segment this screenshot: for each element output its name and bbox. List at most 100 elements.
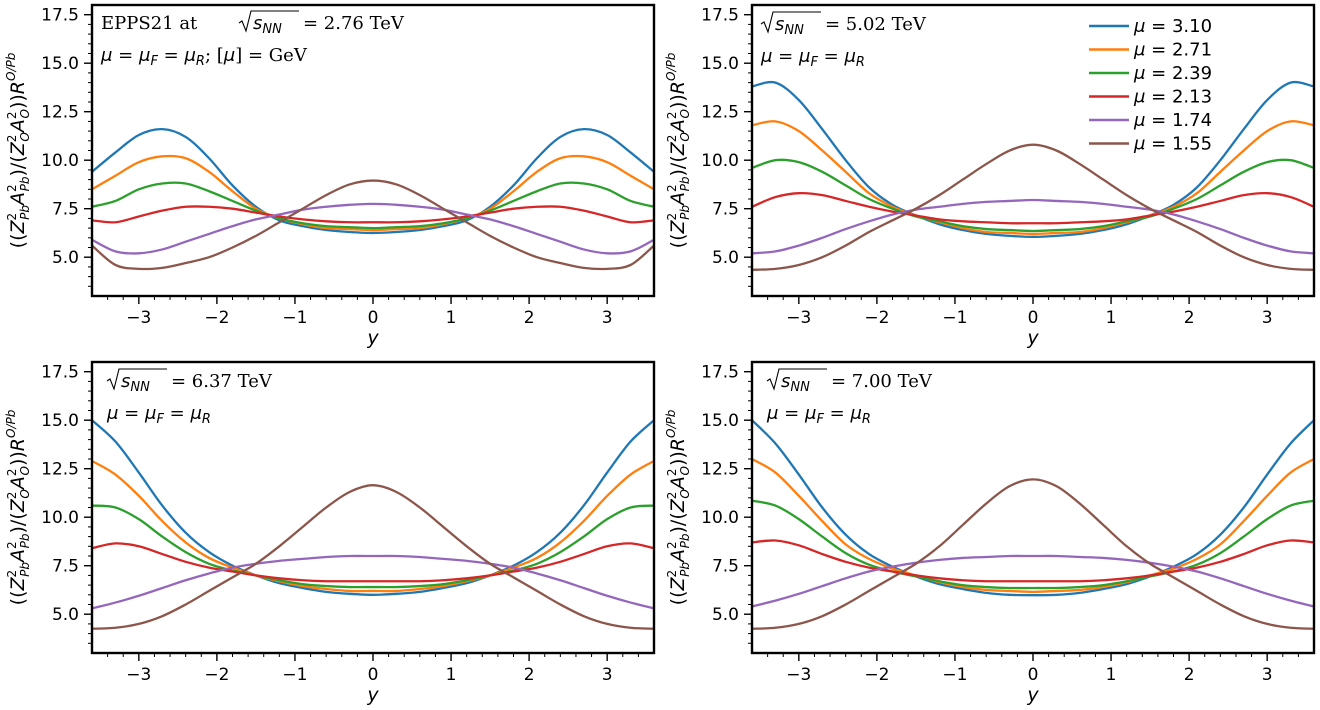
series-line-mu-155 [92,179,654,271]
series-line-mu-155 [752,143,1314,271]
y-axis-label: ((Z2PbA2Pb)/(Z2OA2O))RO/Pb [4,409,32,605]
legend-item: μ = 1.74 [1089,110,1212,131]
sqrt-snn: sNN [106,368,167,395]
y-tick-label: 17.5 [701,363,739,383]
legend-label: μ = 1.55 [1133,134,1212,155]
x-tick-label: −2 [204,308,229,328]
y-axis-label: ((Z2PbA2Pb)/(Z2OA2O))RO/Pb [664,52,692,248]
y-tick-label: 15.0 [701,54,739,74]
series-line-mu-174 [752,554,1314,608]
x-tick-label: 1 [446,308,457,328]
annotation: sNN = 5.02 TeV μ = μF = μR [760,11,927,70]
panel-top-left: −3 −2 −1 0 1 2 3 5.0 7.5 10.0 12.5 15.0 17.5 y ((Z2PbA… [4,3,656,349]
x-axis-label: y [1026,684,1039,706]
series-line-mu-213 [752,539,1314,583]
annotation-energy: = 6.37 TeV [171,371,273,392]
series-line-mu-310 [92,419,654,596]
y-tick-label: 5.0 [52,248,79,268]
x-tick-label: −2 [864,665,889,685]
y-tick-label: 10.0 [701,508,739,528]
legend-label: μ = 2.13 [1133,87,1212,108]
svg-text:sNN: sNN [781,371,810,395]
x-tick-label: 2 [1184,308,1195,328]
annotation: sNN = 6.37 TeV μ = μF = μR [106,368,273,427]
x-tick-label: 1 [446,665,457,685]
y-tick-label: 12.5 [701,460,739,480]
y-axis-label: ((Z2PbA2Pb)/(Z2OA2O))RO/Pb [664,409,692,605]
legend-label: μ = 3.10 [1133,16,1212,37]
svg-text:sNN: sNN [775,14,804,38]
series-line-mu-239 [92,181,654,230]
x-tick-label: 3 [1262,308,1273,328]
y-tick-label: 7.5 [712,557,739,577]
x-tick-label: 2 [524,308,535,328]
x-tick-label: 2 [524,665,535,685]
x-tick-label: −1 [942,308,967,328]
x-tick-label: 1 [1106,308,1117,328]
series-line-mu-310 [752,419,1314,597]
sqrt-snn: sNN [238,10,299,37]
annotation-energy: = 5.02 TeV [825,14,927,35]
annotation-prefix: EPPS21 at [101,13,198,34]
panel-bottom-left: −3 −2 −1 0 1 2 3 5.0 7.5 10.0 12.5 15.0 17.5 y ((Z2PbA… [4,360,656,706]
x-tick-label: 1 [1106,665,1117,685]
series-line-mu-271 [92,459,654,593]
series-group [752,419,1314,630]
y-tick-label: 15.0 [701,411,739,431]
series-line-mu-310 [752,80,1314,238]
series-line-mu-155 [752,478,1314,630]
series-line-mu-213 [92,205,654,224]
series-line-mu-239 [92,504,654,589]
svg-text:sNN: sNN [253,13,282,37]
legend-item: μ = 2.39 [1089,63,1212,84]
legend: μ = 3.10 μ = 2.71μ = 2.39 μ = 2.13μ = 1.74… [1089,16,1212,155]
x-tick-label: 0 [368,665,379,685]
y-tick-label: 17.5 [41,363,79,383]
x-axis-label: y [366,684,379,706]
y-tick-label: 10.0 [701,151,739,171]
y-tick-label: 15.0 [41,411,79,431]
series-line-mu-271 [752,120,1314,236]
series-line-mu-213 [92,542,654,583]
x-tick-label: −1 [282,665,307,685]
y-tick-label: 5.0 [712,248,739,268]
svg-text:sNN: sNN [121,371,150,395]
series-line-mu-155 [92,484,654,630]
x-tick-label: −3 [786,308,811,328]
y-tick-label: 12.5 [41,460,79,480]
y-tick-label: 10.0 [41,508,79,528]
series-line-mu-174 [92,554,654,610]
y-tick-label: 17.5 [41,6,79,26]
y-tick-label: 12.5 [701,103,739,123]
legend-item: μ = 2.13 [1089,87,1212,108]
x-axis-label: y [1026,327,1039,349]
y-tick-label: 5.0 [712,605,739,625]
series-line-mu-271 [752,457,1314,594]
y-tick-label: 10.0 [41,151,79,171]
annotation-scale: μ = μF = μR [766,403,871,427]
annotation-energy: = 2.76 TeV [303,13,405,34]
legend-item: μ = 3.10 [1089,16,1212,37]
annotation-scale: μ = μF = μR [106,403,211,427]
x-tick-label: 3 [602,308,613,328]
series-line-mu-174 [92,202,654,255]
y-tick-label: 17.5 [701,6,739,26]
annotation-scale: μ = μF = μR; [μ] = GeV [100,45,308,69]
x-tick-label: 3 [602,665,613,685]
x-axis-label: y [366,327,379,349]
series-line-mu-310 [92,128,654,235]
x-tick-label: −2 [204,665,229,685]
y-tick-label: 7.5 [52,557,79,577]
y-tick-label: 7.5 [712,200,739,220]
legend-item: μ = 2.71 [1089,40,1212,61]
sqrt-snn: sNN [760,11,821,38]
annotation-scale: μ = μF = μR [760,46,865,70]
panel-top-right: −3 −2 −1 0 1 2 3 5.0 7.5 10.0 12.5 15.0 17.5 y ((Z2PbA… [664,3,1316,349]
series-line-mu-271 [92,154,654,232]
series-group [92,419,654,630]
x-tick-label: −3 [786,665,811,685]
y-tick-label: 12.5 [41,103,79,123]
x-tick-label: 2 [1184,665,1195,685]
y-tick-label: 7.5 [52,200,79,220]
